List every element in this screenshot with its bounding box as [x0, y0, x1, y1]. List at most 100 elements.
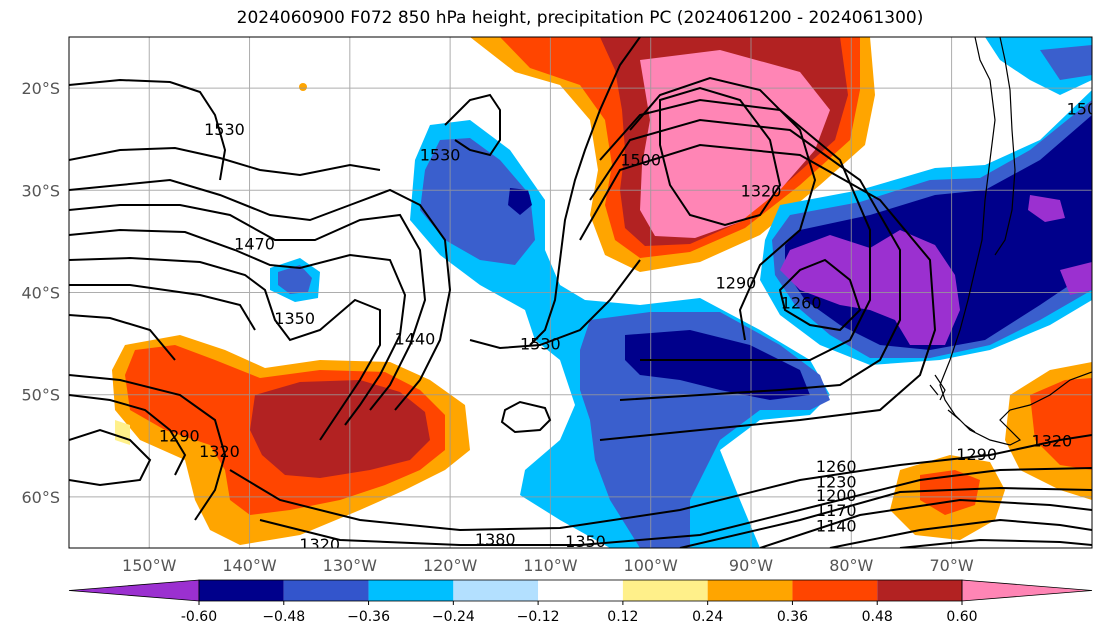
shade-small-blue	[278, 265, 312, 294]
latitude-tick-labels: 20°S 30°S 40°S 50°S 60°S	[21, 79, 60, 507]
coastline-inland	[994, 37, 1016, 256]
colorbar-label: 0.12	[607, 609, 638, 625]
colorbar-swatch	[199, 580, 284, 601]
colorbar-swatch	[368, 580, 454, 601]
contour-s4	[759, 498, 1092, 548]
contour-s1	[229, 434, 1092, 532]
lon-tick-label: 100°W	[624, 556, 679, 575]
colorbar-outline	[198, 579, 963, 602]
contour-1320-loop	[69, 374, 227, 521]
shade-ne-navy-corner	[1040, 45, 1092, 80]
contour-s3	[679, 486, 1092, 548]
contour-label: 1320	[1032, 432, 1073, 451]
contour-s5	[829, 518, 1092, 548]
coastline	[929, 37, 1092, 446]
colorbar-swatch	[453, 580, 539, 601]
contour-label: 1290	[159, 427, 200, 446]
shade-sw-darkred	[250, 380, 430, 478]
contour-label: 1500	[1067, 100, 1103, 119]
contour-1440	[69, 178, 452, 411]
contour-label: 1290	[956, 445, 997, 464]
shade-dot-yellow	[299, 83, 307, 91]
colorbar-label: 0.36	[777, 609, 808, 625]
shade-central-navy-s	[625, 330, 810, 400]
contour-1530-mid	[500, 400, 552, 434]
colorbar-label: -0.60	[181, 609, 217, 625]
lon-tick-label: 70°W	[929, 556, 973, 575]
contour-1290-ne	[629, 76, 817, 341]
map-frame	[68, 36, 1093, 549]
contour-label: 1260	[781, 294, 822, 313]
colorbar-label: −0.36	[347, 609, 390, 625]
shade-ne-pink	[640, 50, 830, 238]
contour-label: 1500	[620, 151, 661, 170]
contour-1350	[69, 256, 381, 441]
shade-se-redorange	[1030, 378, 1092, 470]
contour-e3	[579, 143, 937, 441]
colorbar-extend-max	[961, 579, 1093, 602]
contour-label: 1170	[816, 501, 857, 520]
lon-tick-label: 140°W	[222, 556, 277, 575]
contour-label: 1320	[199, 442, 240, 461]
precipitation-shading	[112, 37, 1092, 548]
contour-label: 1350	[274, 309, 315, 328]
contour-e2	[589, 118, 901, 401]
colorbar-label: 0.48	[862, 609, 893, 625]
contour-label: 1200	[816, 486, 857, 505]
contour-label: 1320	[299, 535, 340, 554]
shade-central-blue-n	[420, 138, 535, 265]
coastline-islands	[929, 374, 976, 433]
lat-tick-label: 60°S	[21, 488, 60, 507]
contour-label: 1470	[234, 234, 275, 253]
contour-1380	[69, 228, 407, 426]
colorbar-swatch	[707, 580, 793, 601]
lon-tick-label: 90°W	[729, 556, 773, 575]
contour-1290-loop	[69, 394, 187, 476]
coastline-south-america	[939, 37, 1092, 446]
colorbar-label: 0.24	[692, 609, 723, 625]
contour-label: 1440	[395, 329, 436, 348]
map-title: 2024060900 F072 850 hPa height, precipit…	[236, 8, 924, 28]
contour-label: 1350	[565, 532, 606, 551]
contour-1410	[69, 204, 427, 411]
contour-1290-w	[69, 314, 176, 361]
contour-sw-low	[69, 428, 152, 487]
lat-tick-label: 30°S	[21, 181, 60, 200]
contour-1530-s	[469, 259, 641, 350]
colorbar-label: −0.48	[262, 609, 305, 625]
contour-s6	[899, 538, 1092, 548]
height-contours	[69, 37, 1092, 548]
contour-s2	[259, 467, 1092, 546]
lon-tick-label: 110°W	[523, 556, 578, 575]
contour-label: 1530	[420, 146, 461, 165]
shade-east-purple-2	[1028, 195, 1065, 222]
contour-label: 1530	[204, 120, 245, 139]
colorbar-swatch	[283, 580, 369, 601]
colorbar-swatch	[792, 580, 878, 601]
colorbar-swatch	[877, 580, 962, 601]
contour-1260-e	[778, 258, 862, 332]
colorbar-swatch	[538, 580, 623, 601]
lat-tick-label: 20°S	[21, 79, 60, 98]
contour-e1	[599, 98, 871, 361]
contour-label: 1380	[475, 530, 516, 549]
lon-tick-label: 120°W	[423, 556, 478, 575]
shade-east-purple-3	[1060, 262, 1092, 295]
colorbar: -0.60 −0.48 −0.36 −0.24 −0.12 0.12 0.24 0.36 0.4…	[68, 579, 1093, 625]
contour-label: 1530	[520, 335, 561, 354]
colorbar-label: 0.60	[946, 609, 977, 625]
longitude-tick-labels: 150°W 140°W 130°W 120°W 110°W 100°W 90°W 80°W 70…	[122, 556, 974, 575]
contour-label: 1140	[816, 517, 857, 536]
colorbar-label: −0.24	[432, 609, 475, 625]
lon-tick-label: 150°W	[122, 556, 177, 575]
colorbar-label: −0.12	[517, 609, 560, 625]
contour-label: 1260	[816, 457, 857, 476]
shade-central-navy-n	[508, 188, 532, 215]
contour-label: 1320	[741, 181, 782, 200]
contour-1320-ne	[659, 86, 782, 227]
contour-1470	[69, 146, 381, 177]
contour-1320-w	[69, 284, 256, 331]
colorbar-swatch	[622, 580, 708, 601]
